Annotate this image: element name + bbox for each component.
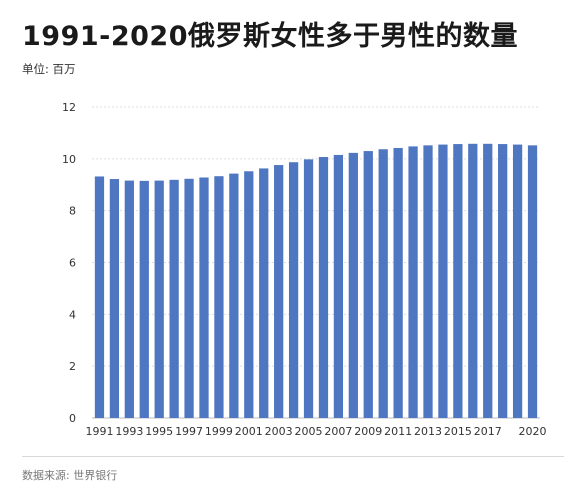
data-source: 数据来源: 世界银行 xyxy=(22,469,118,482)
x-tick-label: 1993 xyxy=(115,425,143,438)
x-tick-label: 2009 xyxy=(354,425,382,438)
bar-1993 xyxy=(124,180,134,418)
x-tick-label: 2007 xyxy=(324,425,352,438)
x-tick-label: 2017 xyxy=(474,425,502,438)
bars xyxy=(94,143,538,419)
x-axis-ticks: 1991 1993 1995 1997 1999 2001 2003 2005 2007 2009… xyxy=(85,425,546,438)
y-tick-label: 12 xyxy=(62,101,76,114)
x-tick-label: 2015 xyxy=(444,425,472,438)
bar-2013 xyxy=(423,145,433,418)
bar-2018 xyxy=(498,144,508,418)
bar-1991 xyxy=(94,176,105,418)
bar-2015 xyxy=(453,144,463,418)
x-tick-label: 2013 xyxy=(414,425,442,438)
chart-subtitle: 单位: 百万 xyxy=(22,62,76,76)
y-tick-label: 8 xyxy=(69,205,76,218)
bar-2017 xyxy=(483,143,493,418)
chart-title: 1991-2020俄罗斯女性多于男性的数量 xyxy=(22,21,518,52)
x-tick-label: 2011 xyxy=(384,425,412,438)
bar-1995 xyxy=(154,180,164,418)
y-tick-label: 2 xyxy=(69,360,76,373)
bar-2000 xyxy=(229,173,239,418)
bar-2014 xyxy=(438,144,448,418)
x-tick-label: 2005 xyxy=(295,425,323,438)
bar-2001 xyxy=(244,171,254,418)
x-tick-label: 1995 xyxy=(145,425,173,438)
y-tick-label: 10 xyxy=(62,153,76,166)
bar-2003 xyxy=(274,165,284,418)
bar-2002 xyxy=(259,168,269,418)
bar-2011 xyxy=(393,147,403,418)
bar-2020 xyxy=(527,145,538,418)
bar-1999 xyxy=(214,176,224,418)
bar-1998 xyxy=(199,177,209,418)
y-tick-label: 6 xyxy=(69,257,76,270)
x-tick-label: 2020 xyxy=(519,425,547,438)
bar-1997 xyxy=(184,178,194,418)
bar-1996 xyxy=(169,179,179,418)
gridlines xyxy=(92,106,540,419)
y-tick-label: 4 xyxy=(69,308,76,321)
bar-1994 xyxy=(139,180,149,418)
bar-2005 xyxy=(303,159,314,418)
bar-2016 xyxy=(468,143,478,418)
bar-2006 xyxy=(318,157,329,418)
bar-2012 xyxy=(408,146,418,419)
footer-divider xyxy=(22,456,564,457)
bar-1992 xyxy=(109,179,120,418)
x-tick-label: 1999 xyxy=(205,425,233,438)
x-tick-label: 1991 xyxy=(85,425,113,438)
bar-2004 xyxy=(288,162,299,418)
bar-2019 xyxy=(512,144,523,418)
y-axis-ticks: 0 2 4 6 8 10 12 xyxy=(62,101,76,425)
x-tick-label: 2001 xyxy=(235,425,263,438)
x-tick-label: 2003 xyxy=(265,425,293,438)
x-tick-label: 1997 xyxy=(175,425,203,438)
y-tick-label: 0 xyxy=(69,412,76,425)
bar-2007 xyxy=(333,154,344,418)
bar-2010 xyxy=(378,149,388,418)
bar-2009 xyxy=(363,151,373,418)
bar-2008 xyxy=(348,152,358,418)
